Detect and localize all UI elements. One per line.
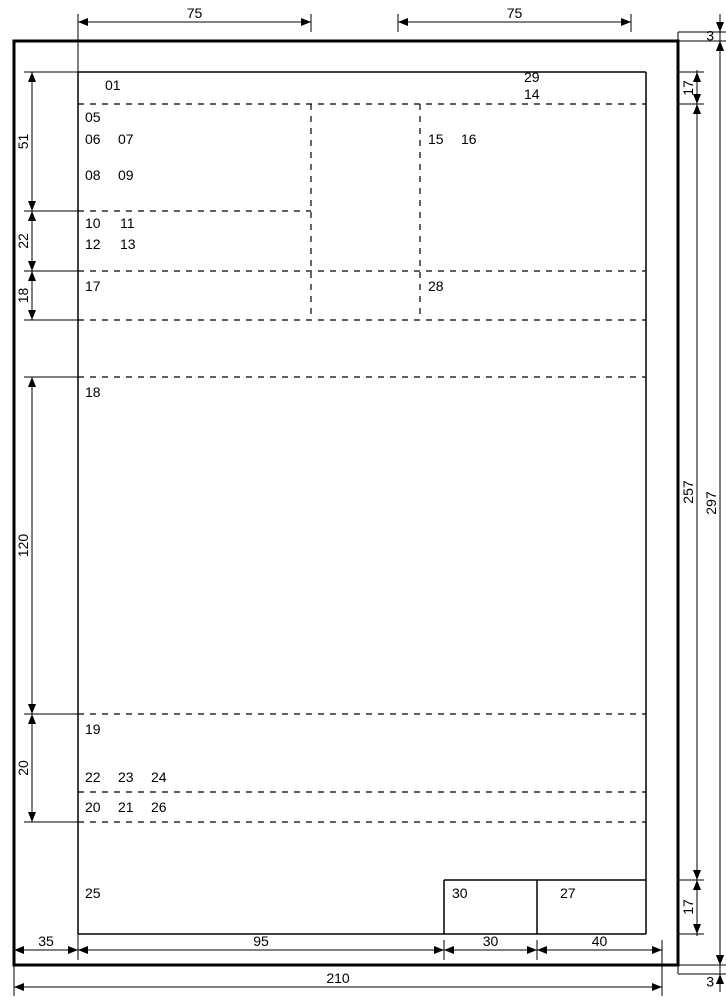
field-label: 30	[452, 885, 468, 901]
svg-text:17: 17	[680, 899, 696, 915]
field-label: 09	[118, 167, 134, 183]
field-label: 11	[120, 215, 135, 231]
field-label: 21	[118, 799, 134, 815]
svg-text:257: 257	[680, 480, 696, 504]
svg-text:17: 17	[680, 80, 696, 96]
field-label: 27	[560, 885, 576, 901]
field-label: 05	[85, 109, 101, 125]
svg-text:75: 75	[507, 5, 523, 21]
svg-text:35: 35	[38, 933, 54, 949]
field-label: 23	[118, 769, 134, 785]
outer-frame	[14, 41, 678, 965]
field-label: 08	[85, 167, 101, 183]
field-label: 14	[524, 86, 540, 102]
svg-text:3: 3	[706, 974, 714, 990]
field-labels: 01 2914 05 06 07 08 09 15 16 10 11 12 13 17 28 18 19 22 23…	[85, 69, 576, 901]
svg-text:297: 297	[703, 491, 719, 515]
field-label: 28	[428, 278, 444, 294]
svg-text:40: 40	[592, 933, 608, 949]
svg-text:75: 75	[187, 5, 203, 21]
field-label: 16	[461, 131, 477, 147]
svg-text:30: 30	[483, 933, 499, 949]
svg-text:18: 18	[15, 288, 31, 304]
field-label: 20	[85, 799, 101, 815]
field-label: 26	[151, 799, 167, 815]
field-label: 07	[118, 131, 134, 147]
field-label: 29	[524, 69, 540, 85]
field-label: 06	[85, 131, 101, 147]
svg-text:210: 210	[326, 970, 350, 986]
field-label: 15	[428, 131, 444, 147]
svg-text:51: 51	[15, 134, 31, 150]
field-label: 13	[120, 236, 136, 252]
field-label: 17	[85, 278, 101, 294]
svg-text:22: 22	[15, 233, 31, 249]
svg-text:95: 95	[253, 933, 269, 949]
field-label: 22	[85, 769, 101, 785]
field-label: 01	[105, 77, 121, 93]
field-label: 24	[151, 769, 167, 785]
field-label: 10	[85, 215, 101, 231]
field-label: 25	[85, 885, 101, 901]
svg-text:20: 20	[15, 760, 31, 776]
svg-text:120: 120	[15, 534, 31, 558]
field-label: 18	[85, 384, 101, 400]
svg-text:3: 3	[706, 28, 714, 44]
field-label: 12	[85, 236, 101, 252]
field-label: 19	[85, 721, 101, 737]
